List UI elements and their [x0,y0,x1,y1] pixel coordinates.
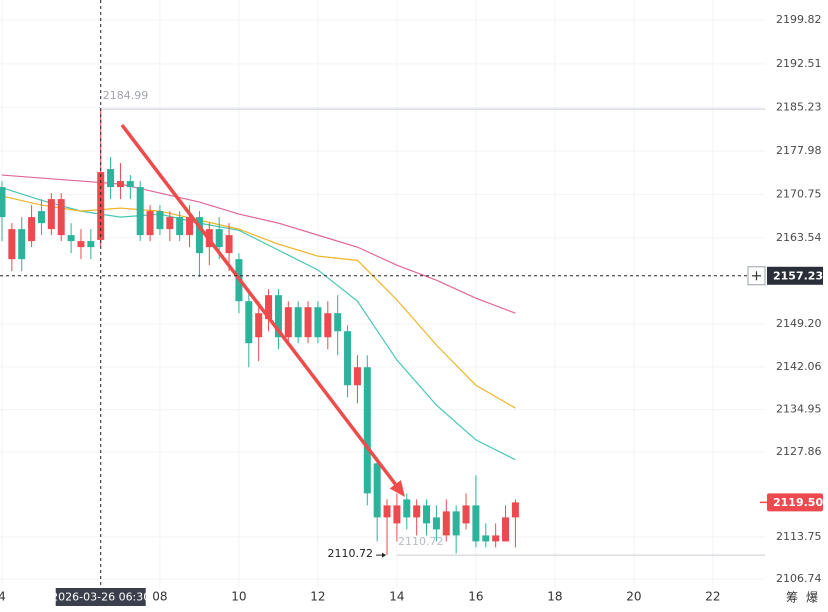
y-tick-label: 2170.75 [776,188,822,201]
candle-body [8,229,16,260]
candle-body [245,301,253,344]
toolbar-button[interactable]: 爆 [806,591,818,605]
candle-body [107,169,115,188]
low-label: 2110.72 [328,547,374,560]
candle-body [511,502,519,518]
candle-body [67,235,75,242]
high-label: 2184.99 [103,89,149,102]
y-tick-label: 2192.51 [776,57,822,70]
candle-body [334,313,342,332]
candle-body [274,295,282,338]
y-tick-label: 2142.06 [776,360,822,373]
candle-body [28,217,36,242]
candle-body [265,295,273,320]
candle-body [136,187,144,236]
crosshair-price-box [767,266,823,285]
candle-body [77,241,85,248]
y-tick-label: 2185.23 [776,101,822,114]
y-tick-label: 2163.54 [776,231,822,244]
candle-body [195,217,203,254]
crosshair-time-label: 2026-03-26 06:30 [51,591,150,604]
last-price-box [767,493,823,512]
candle-body [432,517,440,530]
average-line [1,187,516,461]
candle-body [225,235,233,254]
candle-body [482,535,490,542]
x-tick-label: 12 [310,590,325,604]
candle-body [186,217,194,236]
candle-body [452,511,460,536]
candle-body [403,499,411,518]
trend-arrow [120,123,405,497]
y-tick-label: 2149.20 [776,317,822,330]
candle-body [383,505,391,518]
x-tick-label: 10 [231,590,246,604]
candle-body [176,217,184,236]
candle-body [116,181,124,188]
y-tick-label: 2106.74 [776,572,822,585]
low-pointer-head [382,552,387,558]
arrow-head [389,480,405,497]
candle-body [442,511,450,536]
candle-body [304,307,312,338]
candle-body [423,505,431,524]
candle-body [344,331,352,386]
arrow-line [120,123,398,487]
candle-body [373,463,381,518]
x-tick-label: 14 [389,590,404,604]
candle-body [393,505,401,524]
candle-body [413,505,421,518]
crosshair-price-label: 2157.23 [773,269,823,282]
x-tick-label: 20 [626,590,641,604]
y-tick-label: 2134.95 [776,403,822,416]
average-line [1,195,516,409]
candle-body [18,229,26,260]
candle-body [0,187,6,218]
x-tick-label: 18 [547,590,562,604]
average-line [1,174,516,314]
candle-body [37,211,45,224]
x-tick-label: 22 [705,590,720,604]
y-tick-label: 2113.75 [776,530,822,543]
candle-body [353,367,361,386]
candle-body [57,199,65,236]
candle-body [215,229,223,248]
toolbar-button[interactable]: 筹 [786,591,798,605]
candle-body [166,217,174,230]
candle-body [146,211,154,236]
y-tick-label: 2199.82 [776,13,822,26]
candle-body [47,199,55,230]
candle-body [255,313,263,338]
candle-body [472,505,480,542]
candle-body [492,535,500,542]
candle-body [363,367,371,494]
candle-body [462,505,470,524]
candle-body [502,517,510,542]
crosshair-time-box [55,588,146,606]
x-tick-label: 16 [468,590,483,604]
last-price-label: 2119.50 [773,496,823,509]
x-tick-label: 08 [152,590,167,604]
candle-body [284,307,292,338]
x-tick-label: 4 [0,590,6,604]
price-axis [765,0,828,612]
candle-body [314,307,322,338]
candle-body [156,211,164,230]
y-tick-label: 2177.98 [776,144,822,157]
y-tick-label: 2127.86 [776,445,822,458]
candle-body [126,181,134,188]
candle-body [324,313,332,338]
low-label: 2110.72 [398,535,444,548]
candle-body [294,307,302,338]
candle-body [87,241,95,248]
